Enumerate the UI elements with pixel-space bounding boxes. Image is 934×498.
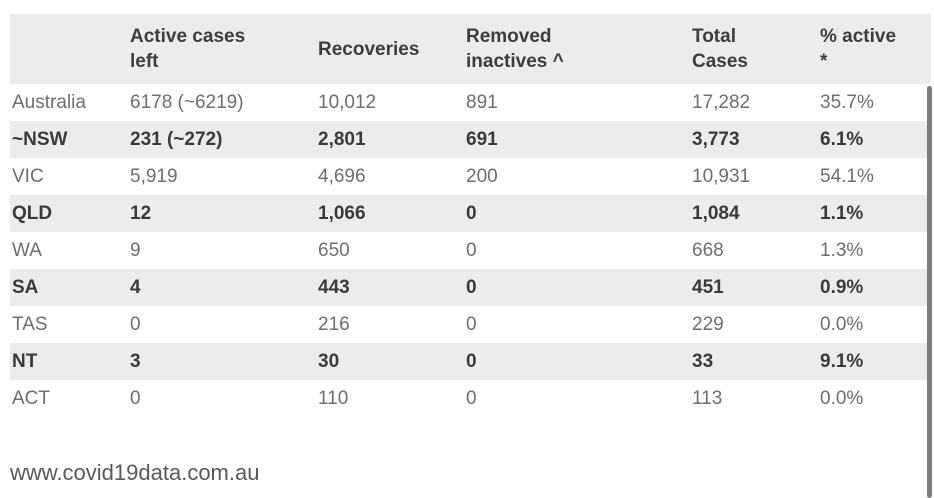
- cell-recoveries: 10,012: [318, 91, 377, 113]
- table-row: ACT 0 110 0 113 0.0%: [10, 380, 931, 417]
- cell-total-cases: 3,773: [692, 128, 740, 150]
- cell-active-cases-left: 6178 (~6219): [130, 91, 244, 113]
- cell-removed-inactives: 0: [466, 239, 477, 261]
- cell-percent-active: 9.1%: [820, 350, 864, 372]
- cell-active-cases-left: 0: [130, 387, 141, 409]
- cell-removed-inactives: 0: [466, 202, 477, 224]
- cell-total-cases: 17,282: [692, 91, 751, 113]
- cell-region: VIC: [12, 165, 44, 187]
- cell-removed-inactives: 0: [466, 387, 477, 409]
- cell-percent-active: 1.1%: [820, 202, 864, 224]
- covid-stats-table: Active cases left Recoveries Removed ina…: [10, 14, 931, 417]
- cell-active-cases-left: 4: [130, 276, 141, 298]
- table-row: SA 4 443 0 451 0.9%: [10, 269, 931, 306]
- cell-region: ~NSW: [12, 128, 68, 150]
- cell-active-cases-left: 3: [130, 350, 141, 372]
- cell-region: ACT: [12, 387, 50, 409]
- cell-removed-inactives: 200: [466, 165, 498, 187]
- column-header-removed-inactives: Removed inactives ^: [466, 14, 692, 84]
- table-row: NT 3 30 0 33 9.1%: [10, 343, 931, 380]
- cell-removed-inactives: 0: [466, 313, 477, 335]
- cell-removed-inactives: 891: [466, 91, 498, 113]
- cell-active-cases-left: 0: [130, 313, 141, 335]
- cell-total-cases: 451: [692, 276, 724, 298]
- cell-active-cases-left: 12: [130, 202, 152, 224]
- column-header-total-cases: Total Cases: [692, 14, 820, 84]
- cell-active-cases-left: 9: [130, 239, 141, 261]
- cell-region: SA: [12, 276, 39, 298]
- cell-region: WA: [12, 239, 42, 261]
- table-row: QLD 12 1,066 0 1,084 1.1%: [10, 195, 931, 232]
- column-header-percent-active: % active *: [820, 14, 931, 84]
- table-row: Australia 6178 (~6219) 10,012 891 17,282 35.7…: [10, 84, 931, 121]
- cell-percent-active: 35.7%: [820, 91, 874, 113]
- cell-percent-active: 54.1%: [820, 165, 874, 187]
- cell-active-cases-left: 5,919: [130, 165, 178, 187]
- table-row: ~NSW 231 (~272) 2,801 691 3,773 6.1%: [10, 121, 931, 158]
- cell-recoveries: 30: [318, 350, 340, 372]
- table-row: WA 9 650 0 668 1.3%: [10, 232, 931, 269]
- cell-recoveries: 443: [318, 276, 350, 298]
- cell-percent-active: 6.1%: [820, 128, 864, 150]
- cell-region: NT: [12, 350, 38, 372]
- cell-recoveries: 2,801: [318, 128, 366, 150]
- cell-recoveries: 650: [318, 239, 350, 261]
- column-header-region: [10, 14, 130, 84]
- header-row: Active cases left Recoveries Removed ina…: [10, 14, 931, 84]
- column-header-active-cases-left: Active cases left: [130, 14, 318, 84]
- cell-recoveries: 1,066: [318, 202, 366, 224]
- cell-removed-inactives: 0: [466, 276, 477, 298]
- cell-total-cases: 10,931: [692, 165, 751, 187]
- cell-percent-active: 0.9%: [820, 276, 864, 298]
- cell-recoveries: 216: [318, 313, 350, 335]
- cell-percent-active: 0.0%: [820, 387, 864, 409]
- table-row: TAS 0 216 0 229 0.0%: [10, 306, 931, 343]
- cell-region: TAS: [12, 313, 48, 335]
- cell-percent-active: 0.0%: [820, 313, 864, 335]
- source-url: www.covid19data.com.au: [10, 460, 260, 485]
- cell-recoveries: 110: [318, 387, 349, 409]
- vertical-scrollbar-thumb[interactable]: [927, 86, 932, 498]
- cell-active-cases-left: 231 (~272): [130, 128, 223, 150]
- cell-region: Australia: [12, 91, 86, 113]
- cell-percent-active: 1.3%: [820, 239, 864, 261]
- cell-total-cases: 229: [692, 313, 724, 335]
- cell-recoveries: 4,696: [318, 165, 366, 187]
- table-body: Australia 6178 (~6219) 10,012 891 17,282 35.7…: [10, 84, 931, 417]
- cell-region: QLD: [12, 202, 53, 224]
- column-header-recoveries: Recoveries: [318, 14, 466, 84]
- table-row: VIC 5,919 4,696 200 10,931 54.1%: [10, 158, 931, 195]
- cell-removed-inactives: 0: [466, 350, 477, 372]
- cell-total-cases: 113: [692, 387, 723, 409]
- cell-total-cases: 33: [692, 350, 714, 372]
- cell-removed-inactives: 691: [466, 128, 498, 150]
- cell-total-cases: 1,084: [692, 202, 740, 224]
- cell-total-cases: 668: [692, 239, 724, 261]
